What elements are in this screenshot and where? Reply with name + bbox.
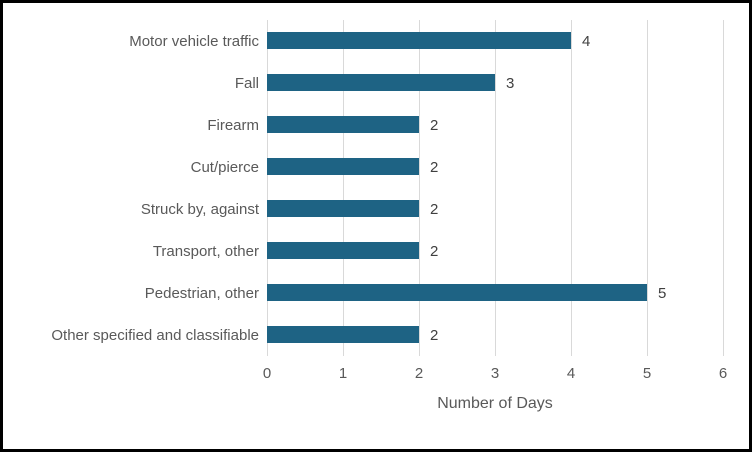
plot-area: 4 3 2 2 2 2 5 2 <box>267 20 724 356</box>
data-label: 5 <box>658 284 667 302</box>
x-tick-label: 2 <box>414 365 424 382</box>
gridline-x-2 <box>419 20 420 356</box>
category-label: Other specified and classifiable <box>51 326 259 344</box>
gridline-x-0 <box>267 20 268 356</box>
data-label: 4 <box>582 32 591 50</box>
x-tick-label: 4 <box>566 365 576 382</box>
bar-row: 3 <box>267 62 723 104</box>
x-axis-title: Number of Days <box>437 395 553 412</box>
data-label: 2 <box>430 158 439 176</box>
gridline-x-6 <box>723 20 724 356</box>
bar <box>267 116 419 133</box>
data-label: 3 <box>506 74 515 92</box>
gridline-x-1 <box>343 20 344 356</box>
bar <box>267 326 419 343</box>
x-tick-label: 3 <box>490 365 500 382</box>
bar-row: 4 <box>267 20 723 62</box>
bar-row: 2 <box>267 230 723 272</box>
bar-row: 2 <box>267 146 723 188</box>
category-label: Struck by, against <box>140 200 259 218</box>
x-tick-label: 5 <box>642 365 652 382</box>
category-label: Pedestrian, other <box>144 284 259 302</box>
bar-row: 2 <box>267 188 723 230</box>
bar <box>267 74 495 91</box>
category-label: Cut/pierce <box>190 158 259 176</box>
bar-row: 2 <box>267 314 723 356</box>
gridline-x-3 <box>495 20 496 356</box>
data-label: 2 <box>430 116 439 134</box>
bar <box>267 158 419 175</box>
bar <box>267 32 571 49</box>
x-tick-label: 1 <box>338 365 348 382</box>
category-axis-labels: Motor vehicle traffic Fall Firearm Cut/pier… <box>3 20 259 356</box>
category-label: Fall <box>234 74 259 92</box>
bar-row: 2 <box>267 104 723 146</box>
data-label: 2 <box>430 200 439 218</box>
category-label: Transport, other <box>152 242 259 260</box>
x-tick-label: 0 <box>262 365 272 382</box>
category-label: Motor vehicle traffic <box>129 32 259 50</box>
bar-row: 5 <box>267 272 723 314</box>
bar <box>267 284 647 301</box>
bar <box>267 200 419 217</box>
gridline-x-4 <box>571 20 572 356</box>
data-label: 2 <box>430 326 439 344</box>
bar <box>267 242 419 259</box>
category-label: Firearm <box>207 116 259 134</box>
gridline-x-5 <box>647 20 648 356</box>
data-label: 2 <box>430 242 439 260</box>
x-tick-label: 6 <box>718 365 728 382</box>
x-axis-ticks: 0 1 2 3 4 5 6 <box>263 365 727 385</box>
